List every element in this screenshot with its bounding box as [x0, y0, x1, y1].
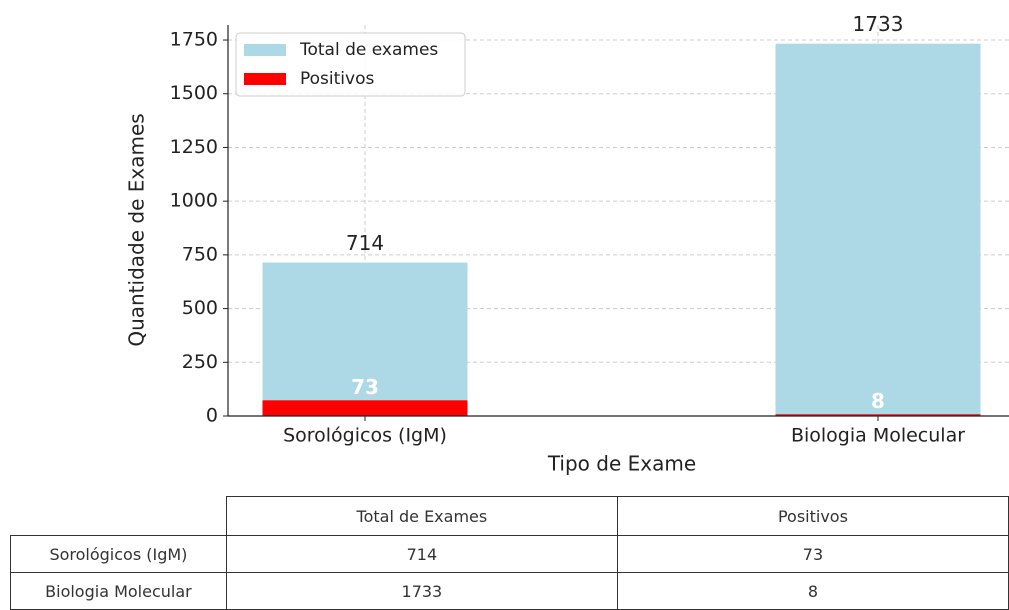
row-label: Sorológicos (IgM) — [10, 535, 227, 573]
y-tick-label: 250 — [182, 351, 218, 373]
cell: 8 — [616, 572, 1009, 610]
legend-label: Positivos — [300, 69, 374, 89]
cell: 1733 — [225, 572, 618, 610]
bar — [262, 400, 468, 416]
legend-label: Total de exames — [299, 40, 438, 60]
legend-swatch — [244, 73, 286, 85]
cell: 73 — [616, 535, 1009, 573]
legend-swatch — [244, 44, 286, 56]
y-axis-label: Quantidade de Exames — [125, 113, 149, 346]
y-tick-label: 0 — [206, 405, 218, 427]
table-row: Biologia Molecular 1733 8 — [10, 572, 1009, 610]
table-header: Total de Exames Positivos — [11, 496, 1009, 536]
row-label: Biologia Molecular — [10, 572, 227, 610]
data-label: 1733 — [853, 12, 904, 36]
column-header: Total de Exames — [225, 496, 618, 536]
cell: 714 — [225, 535, 618, 573]
empty-cell — [11, 497, 227, 536]
y-tick-label: 1250 — [170, 136, 218, 158]
y-tick-label: 1000 — [170, 190, 218, 212]
bar — [775, 414, 981, 416]
legend — [235, 32, 466, 97]
x-tick-label: Biologia Molecular — [791, 425, 965, 447]
bar — [262, 262, 468, 416]
chart: Tipo de Exame Quantidade de Exames 0 250 5… — [125, 12, 1009, 476]
data-label: 73 — [351, 375, 379, 399]
y-tick-label: 1500 — [170, 82, 218, 104]
column-header: Positivos — [616, 496, 1009, 536]
table-row: Sorológicos (IgM) 714 73 — [10, 535, 1009, 573]
y-tick-label: 1750 — [170, 29, 218, 51]
x-tick-label: Sorológicos (IgM) — [283, 425, 447, 447]
y-tick-label: 500 — [182, 297, 218, 319]
y-tick-label: 750 — [182, 243, 218, 265]
bar — [775, 43, 981, 416]
x-axis-label: Tipo de Exame — [547, 452, 696, 476]
data-table: Total de Exames Positivos Sorológicos (I… — [10, 496, 1009, 610]
data-label: 8 — [871, 389, 885, 413]
data-label: 714 — [346, 231, 384, 255]
